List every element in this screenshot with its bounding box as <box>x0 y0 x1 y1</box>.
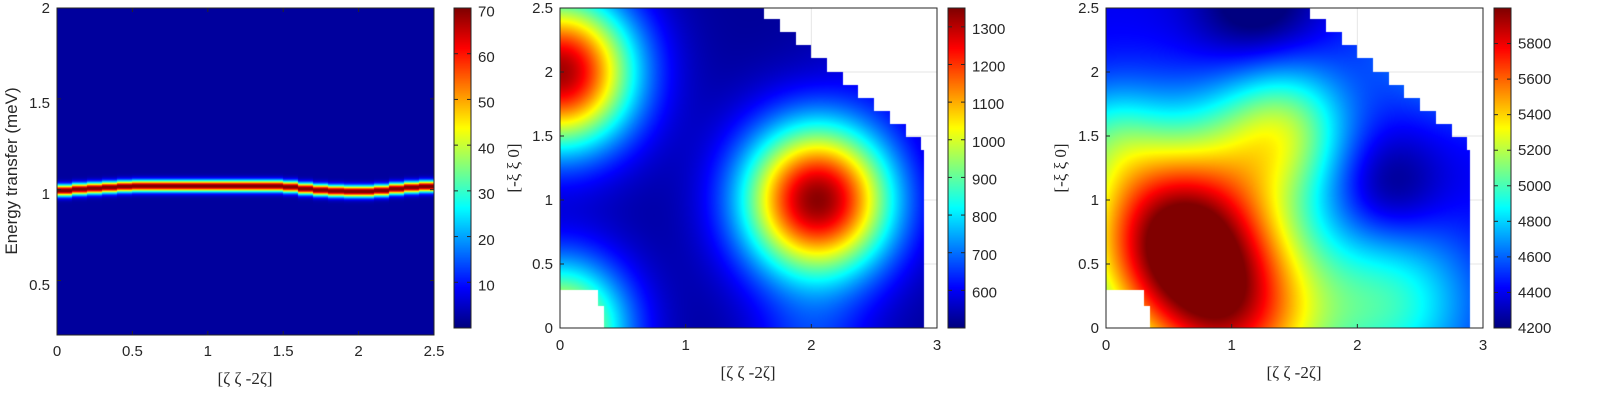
panel-3-cb-tick-4600: 4600 <box>1518 249 1551 266</box>
panel-3-axes-box <box>1105 7 1484 329</box>
panel-2-cb-tick-800: 800 <box>972 209 997 226</box>
panel-3-y-tick-1: 1 <box>1091 192 1099 209</box>
panel-1: 0 0.5 1 1.5 2 2.5 0.5 1 1.5 2 [ζ ζ -2ζ] … <box>2 0 495 388</box>
panel-3-cb-tick-5400: 5400 <box>1518 107 1551 124</box>
panel-2-y-label: [-ξ ξ 0] <box>504 143 523 192</box>
panel-3: 0 1 2 3 0 0.5 1 1.5 2 2.5 [ζ ζ -2ζ] [-ξ … <box>1051 0 1551 382</box>
panel-1-x-tick-1: 1 <box>204 343 212 360</box>
panel-2-y-tick-2.5: 2.5 <box>532 0 553 17</box>
panel-1-cb-tick-10: 10 <box>478 278 495 295</box>
panel-1-y-tick-1.5: 1.5 <box>29 95 50 112</box>
panel-3-y-tick-0.5: 0.5 <box>1078 256 1099 273</box>
panel-3-cb-tick-4200: 4200 <box>1518 320 1551 337</box>
panel-2-x-tick-3: 3 <box>933 337 941 354</box>
panel-2-ticks <box>559 7 938 329</box>
panel-2-cb-tick-1000: 1000 <box>972 134 1005 151</box>
panel-1-colorbar <box>454 8 471 328</box>
panel-3-cb-tick-5600: 5600 <box>1518 71 1551 88</box>
panel-1-cb-tick-20: 20 <box>478 232 495 249</box>
panel-1-x-tick-2: 2 <box>354 343 362 360</box>
panel-2-x-tick-1: 1 <box>682 337 690 354</box>
panel-2-cb-tick-900: 900 <box>972 172 997 189</box>
panel-1-x-label: [ζ ζ -2ζ] <box>217 369 272 388</box>
panel-2-cb-tick-600: 600 <box>972 284 997 301</box>
panel-1-x-tick-0: 0 <box>53 343 61 360</box>
panel-2-colorbar-box <box>947 7 966 329</box>
panel-2-y-tick-2: 2 <box>545 64 553 81</box>
panel-3-cb-tick-5200: 5200 <box>1518 142 1551 159</box>
panel-1-cb-tick-40: 40 <box>478 140 495 157</box>
panel-1-x-tick-2.5: 2.5 <box>424 343 445 360</box>
panel-2-x-tick-2: 2 <box>807 337 815 354</box>
panel-2-x-label: [ζ ζ -2ζ] <box>720 363 775 382</box>
panel-1-x-tick-0.5: 0.5 <box>122 343 143 360</box>
panel-3-colorbar-ticks <box>1494 43 1511 329</box>
panel-2-cb-tick-1300: 1300 <box>972 21 1005 38</box>
panel-3-x-label: [ζ ζ -2ζ] <box>1266 363 1321 382</box>
panel-2-cb-tick-1200: 1200 <box>972 59 1005 76</box>
panel-1-ticks <box>56 7 435 335</box>
panel-2-heatmap <box>560 8 937 328</box>
panel-3-y-tick-2.5: 2.5 <box>1078 0 1099 17</box>
panel-3-y-tick-1.5: 1.5 <box>1078 128 1099 145</box>
panel-2-y-tick-0.5: 0.5 <box>532 256 553 273</box>
panel-2-cb-tick-1100: 1100 <box>972 96 1004 113</box>
panel-3-y-tick-0: 0 <box>1091 320 1099 337</box>
panel-1-cb-tick-60: 60 <box>478 49 495 66</box>
panel-3-heatmap <box>1106 8 1483 328</box>
panel-3-colorbar-box <box>1493 7 1512 329</box>
panel-3-x-tick-2: 2 <box>1353 337 1361 354</box>
panel-3-cb-tick-4800: 4800 <box>1518 213 1551 230</box>
panel-2: 0 1 2 3 0 0.5 1 1.5 2 2.5 [ζ ζ -2ζ] [-ξ … <box>504 0 1005 382</box>
panel-3-x-tick-1: 1 <box>1228 337 1236 354</box>
panel-3-x-tick-3: 3 <box>1479 337 1487 354</box>
panel-1-x-tick-1.5: 1.5 <box>273 343 294 360</box>
panel-1-axes-box <box>56 7 435 336</box>
panel-2-x-tick-0: 0 <box>556 337 564 354</box>
panel-1-cb-tick-50: 50 <box>478 95 495 112</box>
panel-3-cb-tick-5800: 5800 <box>1518 36 1551 53</box>
panel-3-y-label: [-ξ ξ 0] <box>1051 143 1070 192</box>
panel-3-cb-tick-4400: 4400 <box>1518 284 1551 301</box>
panel-2-colorbar <box>948 8 965 328</box>
panel-1-y-tick-1: 1 <box>42 186 50 203</box>
panel-2-y-tick-0: 0 <box>545 320 553 337</box>
panel-1-cb-tick-70: 70 <box>478 3 495 20</box>
panel-2-cb-tick-700: 700 <box>972 247 997 264</box>
panel-1-colorbar-ticks <box>454 7 471 283</box>
panel-3-x-tick-0: 0 <box>1102 337 1110 354</box>
panel-1-heatmap <box>57 8 434 335</box>
panel-1-y-label: Energy transfer (meV) <box>2 87 21 254</box>
panel-3-colorbar <box>1494 8 1511 328</box>
panel-2-y-tick-1.5: 1.5 <box>532 128 553 145</box>
panel-1-colorbar-box <box>453 7 472 329</box>
panel-1-cb-tick-30: 30 <box>478 186 495 203</box>
panel-1-y-tick-0.5: 0.5 <box>29 277 50 294</box>
panel-3-cb-tick-5000: 5000 <box>1518 178 1551 195</box>
panel-1-y-tick-2: 2 <box>42 0 50 17</box>
panel-3-y-tick-2: 2 <box>1091 64 1099 81</box>
panel-2-colorbar-ticks <box>948 26 965 291</box>
panel-2-axes-box <box>559 7 938 329</box>
panel-3-ticks <box>1105 7 1484 329</box>
panel-2-y-tick-1: 1 <box>545 192 553 209</box>
